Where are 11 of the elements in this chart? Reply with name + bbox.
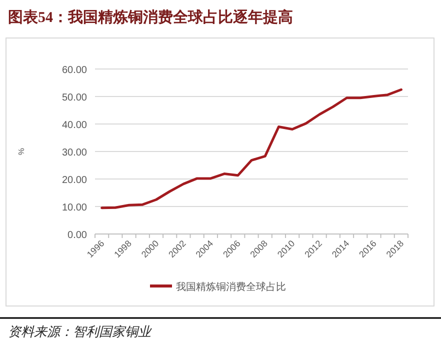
y-tick-label: 20.00 — [62, 175, 88, 186]
y-tick-label: 10.00 — [62, 202, 88, 214]
y-tick-label: 40.00 — [62, 120, 88, 131]
chart-title: 图表54：我国精炼铜消费全球占比逐年提高 — [8, 8, 293, 26]
y-tick-label: 30.00 — [62, 148, 88, 158]
y-axis-title: % — [17, 148, 26, 156]
text: 资料来源：智利国家铜业 — [8, 324, 152, 339]
y-tick-label: 0.00 — [68, 230, 88, 241]
legend-label: 我国精炼铜消费全球占比 — [176, 281, 286, 293]
y-tick-label: 50.00 — [62, 92, 88, 104]
y-tick-label: 60.00 — [62, 65, 88, 76]
